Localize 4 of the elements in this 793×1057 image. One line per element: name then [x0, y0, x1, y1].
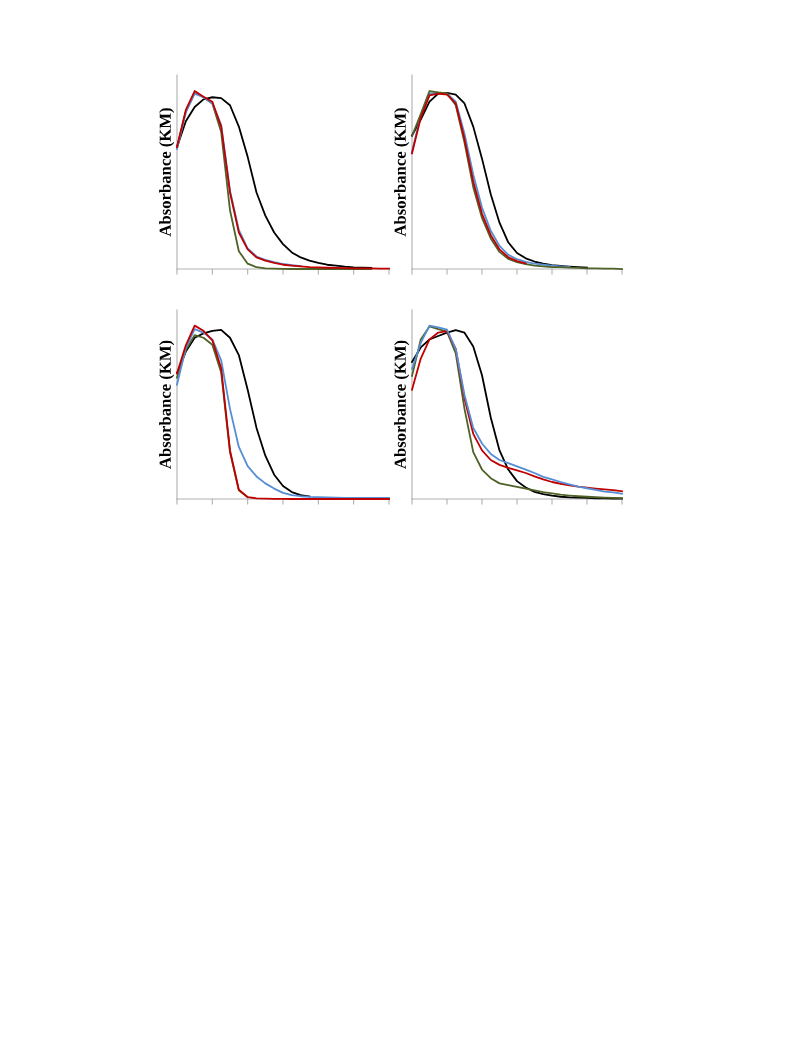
- y-axis-title: Absorbance (KM): [394, 108, 410, 237]
- y-axis-title: Absorbance (KM): [159, 340, 175, 469]
- y-axis-title: Absorbance (KM): [159, 108, 175, 237]
- y-axis-title: Absorbance (KM): [394, 340, 410, 469]
